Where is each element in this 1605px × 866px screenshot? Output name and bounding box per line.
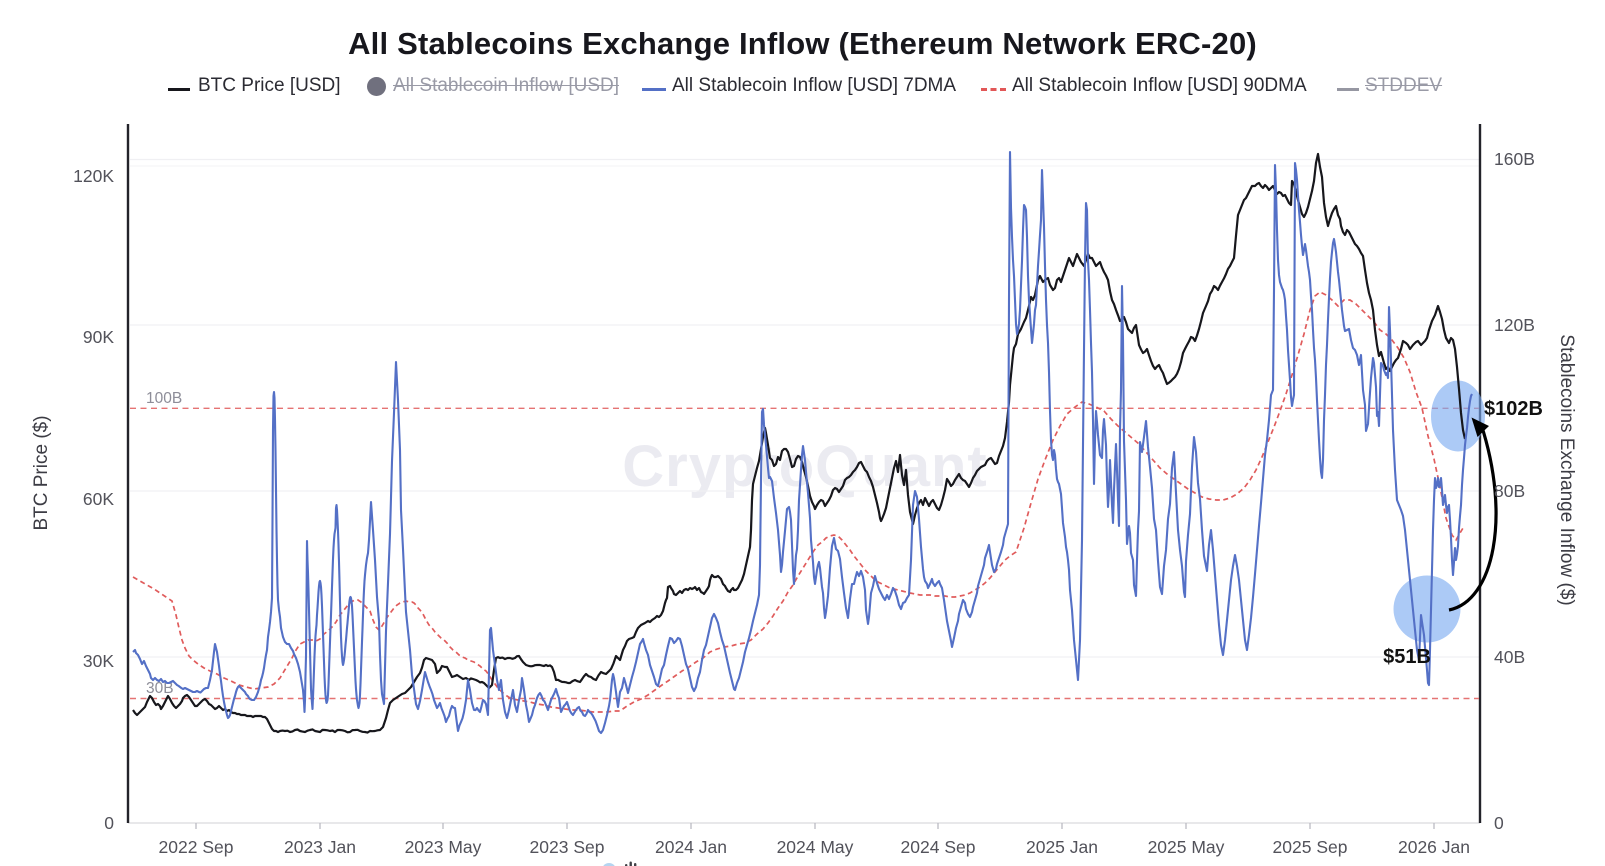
svg-text:120B: 120B [1494, 315, 1535, 335]
svg-text:Stablecoins Exchange Inflow ($: Stablecoins Exchange Inflow ($) [1556, 334, 1577, 605]
svg-text:80B: 80B [1494, 481, 1525, 501]
svg-text:2024 May: 2024 May [777, 837, 854, 857]
svg-text:2023 Jan: 2023 Jan [284, 837, 356, 857]
svg-text:2024 Sep: 2024 Sep [901, 837, 976, 857]
svg-text:2026 Jan: 2026 Jan [1398, 837, 1470, 857]
svg-text:0: 0 [104, 813, 114, 833]
svg-text:$102B: $102B [1484, 398, 1543, 420]
svg-text:2022 Sep: 2022 Sep [159, 837, 234, 857]
svg-text:160B: 160B [1494, 149, 1535, 169]
svg-text:40B: 40B [1494, 647, 1525, 667]
svg-text:BTC Price ($): BTC Price ($) [31, 415, 52, 530]
svg-text:60K: 60K [83, 489, 114, 509]
svg-text:120K: 120K [73, 166, 114, 186]
svg-text:2023 Sep: 2023 Sep [530, 837, 605, 857]
svg-text:2025 May: 2025 May [1148, 837, 1225, 857]
svg-text:2024 Jan: 2024 Jan [655, 837, 727, 857]
svg-text:$51B: $51B [1383, 646, 1431, 668]
svg-text:90K: 90K [83, 327, 114, 347]
svg-text:2025 Sep: 2025 Sep [1273, 837, 1348, 857]
svg-text:0: 0 [1494, 813, 1504, 833]
svg-text:30B: 30B [146, 680, 174, 697]
svg-text:100B: 100B [146, 390, 182, 407]
svg-text:30K: 30K [83, 651, 114, 671]
svg-text:2023 May: 2023 May [405, 837, 482, 857]
svg-text:2025 Jan: 2025 Jan [1026, 837, 1098, 857]
